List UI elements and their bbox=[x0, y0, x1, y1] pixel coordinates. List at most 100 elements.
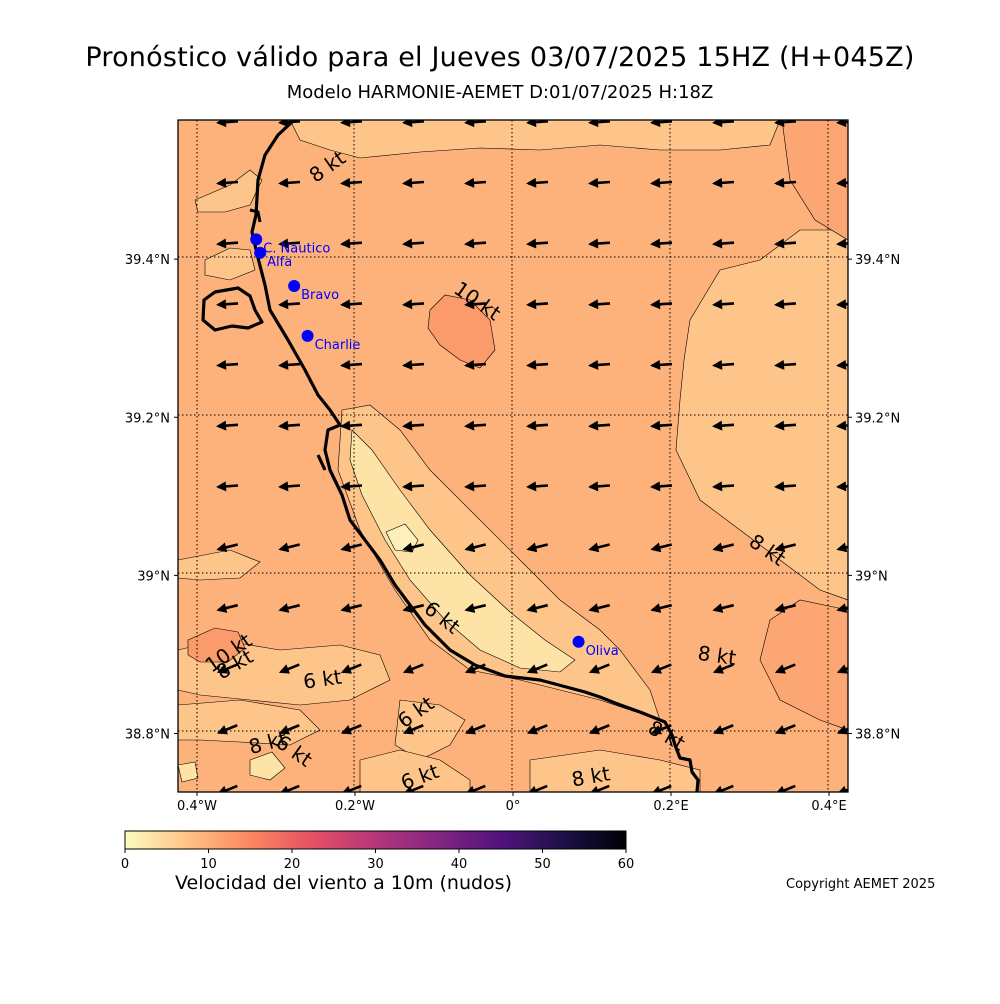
page-title: Pronóstico válido para el Jueves 03/07/2… bbox=[85, 42, 915, 73]
colorbar-tick-label: 20 bbox=[284, 857, 301, 872]
wind-arrow bbox=[712, 542, 735, 553]
wind-arrow bbox=[216, 238, 239, 249]
wind-arrow bbox=[714, 784, 734, 792]
station-marker: Charlie bbox=[301, 329, 361, 353]
wind-arrow bbox=[836, 120, 848, 128]
wind-arrow bbox=[588, 481, 611, 492]
wind-arrow bbox=[588, 603, 611, 613]
wind-arrow bbox=[280, 784, 300, 792]
wind-arrow bbox=[340, 420, 363, 431]
wind-arrow bbox=[836, 359, 848, 370]
wind-arrow bbox=[774, 359, 797, 370]
wind-arrow bbox=[216, 542, 239, 553]
wind-arrow bbox=[836, 664, 848, 674]
wind-arrow bbox=[216, 481, 239, 492]
wind-arrow bbox=[526, 481, 549, 492]
wind-arrow bbox=[588, 120, 611, 128]
wind-arrow bbox=[402, 420, 425, 431]
wind-arrow bbox=[402, 542, 425, 553]
wind-arrow bbox=[278, 238, 301, 249]
wind-arrow bbox=[712, 603, 735, 613]
wind-arrow bbox=[650, 481, 673, 492]
colorbar-tick-label: 10 bbox=[200, 857, 217, 872]
wind-arrow bbox=[650, 603, 673, 613]
wind-arrow bbox=[528, 784, 548, 792]
page-subtitle: Modelo HARMONIE-AEMET D:01/07/2025 H:18Z bbox=[286, 82, 714, 103]
wind-arrow bbox=[588, 238, 611, 249]
wind-arrow bbox=[466, 784, 486, 792]
wind-arrow bbox=[650, 724, 672, 735]
y-tick-label-left: 39.2°N bbox=[125, 411, 170, 426]
wind-arrow bbox=[278, 542, 301, 553]
wind-arrow bbox=[526, 120, 549, 128]
y-tick-label-left: 38.8°N bbox=[125, 727, 170, 742]
station-marker: Oliva bbox=[572, 635, 619, 659]
wind-arrow bbox=[836, 481, 848, 492]
wind-arrow bbox=[464, 663, 486, 674]
wind-arrow bbox=[402, 663, 424, 674]
colorbar-tick-label: 60 bbox=[618, 857, 635, 872]
wind-arrow bbox=[464, 603, 487, 613]
wind-arrow bbox=[712, 299, 735, 310]
wind-arrow bbox=[836, 238, 848, 249]
wind-arrow bbox=[216, 663, 238, 674]
wind-arrow bbox=[216, 724, 238, 735]
colorbar-tick-label: 50 bbox=[534, 857, 551, 872]
station-label: Charlie bbox=[315, 338, 361, 353]
wind-arrow bbox=[402, 724, 424, 735]
wind-arrow bbox=[278, 420, 301, 431]
wind-arrow bbox=[588, 542, 611, 553]
colorbar-tick-label: 40 bbox=[451, 857, 468, 872]
y-tick-labels: 39.4°N 39.4°N 39.2°N 39.2°N 39°N 39°N 38.8°N 38… bbox=[125, 253, 900, 742]
wind-arrow bbox=[526, 359, 549, 370]
wind-arrow bbox=[340, 603, 363, 613]
wind-arrow bbox=[526, 420, 549, 431]
wind-arrow bbox=[774, 542, 797, 553]
wind-arrow bbox=[650, 542, 673, 553]
wind-arrow bbox=[218, 784, 238, 792]
wind-arrow bbox=[526, 177, 549, 188]
wind-arrow bbox=[404, 784, 424, 792]
colorbar-ticks: 0 10 20 30 40 50 60 bbox=[121, 849, 634, 872]
wind-arrow bbox=[838, 785, 848, 792]
wind-arrow bbox=[216, 359, 239, 370]
wind-arrow bbox=[590, 784, 610, 792]
wind-arrow bbox=[402, 359, 425, 370]
wind-arrow bbox=[836, 299, 848, 310]
wind-arrow bbox=[588, 724, 610, 735]
station-dot bbox=[301, 329, 314, 342]
x-tick-label: 0.4°E bbox=[811, 799, 846, 814]
wind-arrow bbox=[402, 481, 425, 492]
contour-label: 8 kt bbox=[696, 641, 738, 670]
wind-arrow bbox=[342, 784, 362, 792]
colorbar-tick-label: 30 bbox=[367, 857, 384, 872]
wind-arrow bbox=[464, 299, 487, 310]
wind-arrow bbox=[588, 177, 611, 188]
wind-arrow bbox=[774, 177, 797, 188]
wind-arrow bbox=[340, 542, 363, 553]
wind-arrow bbox=[464, 481, 487, 492]
wind-arrow bbox=[278, 603, 301, 613]
wind-arrow bbox=[402, 603, 425, 613]
wind-arrow bbox=[712, 481, 735, 492]
wind-arrow bbox=[836, 603, 848, 613]
wind-arrow bbox=[526, 542, 549, 553]
x-tick-label: 0.2°E bbox=[653, 799, 688, 814]
y-tick-label-left: 39°N bbox=[137, 569, 170, 584]
wind-arrow bbox=[464, 359, 487, 370]
wind-arrow bbox=[216, 299, 239, 310]
wind-arrow bbox=[340, 359, 363, 370]
wind-arrow bbox=[464, 542, 487, 553]
graticule bbox=[178, 120, 848, 792]
wind-arrow bbox=[278, 299, 301, 310]
wind-arrow bbox=[712, 359, 735, 370]
wind-arrow bbox=[650, 120, 673, 128]
station-marker: Bravo bbox=[288, 280, 339, 303]
wind-arrow bbox=[774, 724, 796, 735]
wind-arrow bbox=[278, 177, 301, 188]
wind-arrow bbox=[836, 542, 848, 553]
wind-arrow bbox=[340, 120, 363, 128]
